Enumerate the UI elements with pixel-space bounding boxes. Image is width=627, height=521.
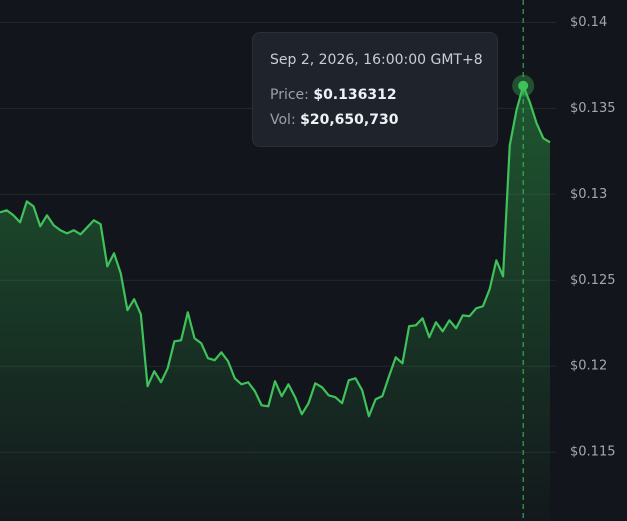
y-tick-label: $0.115	[570, 445, 616, 460]
tooltip: Sep 2, 2026, 16:00:00 GMT+8 Price: $0.13…	[252, 32, 498, 147]
vol-label: Vol:	[270, 112, 296, 128]
y-tick-label: $0.12	[570, 359, 607, 374]
price-line	[0, 84, 551, 418]
tooltip-date: Sep 2, 2026, 16:00:00 GMT+8	[270, 52, 483, 68]
tooltip-price: Price: $0.136312	[270, 87, 397, 103]
price-value: $0.136312	[313, 87, 397, 103]
y-tick-label: $0.135	[570, 101, 616, 116]
tooltip-volume: Vol: $20,650,730	[270, 112, 398, 128]
vol-value: $20,650,730	[300, 112, 399, 128]
y-tick-label: $0.125	[570, 273, 616, 288]
area-fill	[0, 85, 550, 521]
price-label: Price:	[270, 87, 309, 103]
y-tick-label: $0.13	[570, 187, 607, 202]
active-point	[518, 80, 529, 91]
y-tick-label: $0.14	[570, 15, 607, 30]
